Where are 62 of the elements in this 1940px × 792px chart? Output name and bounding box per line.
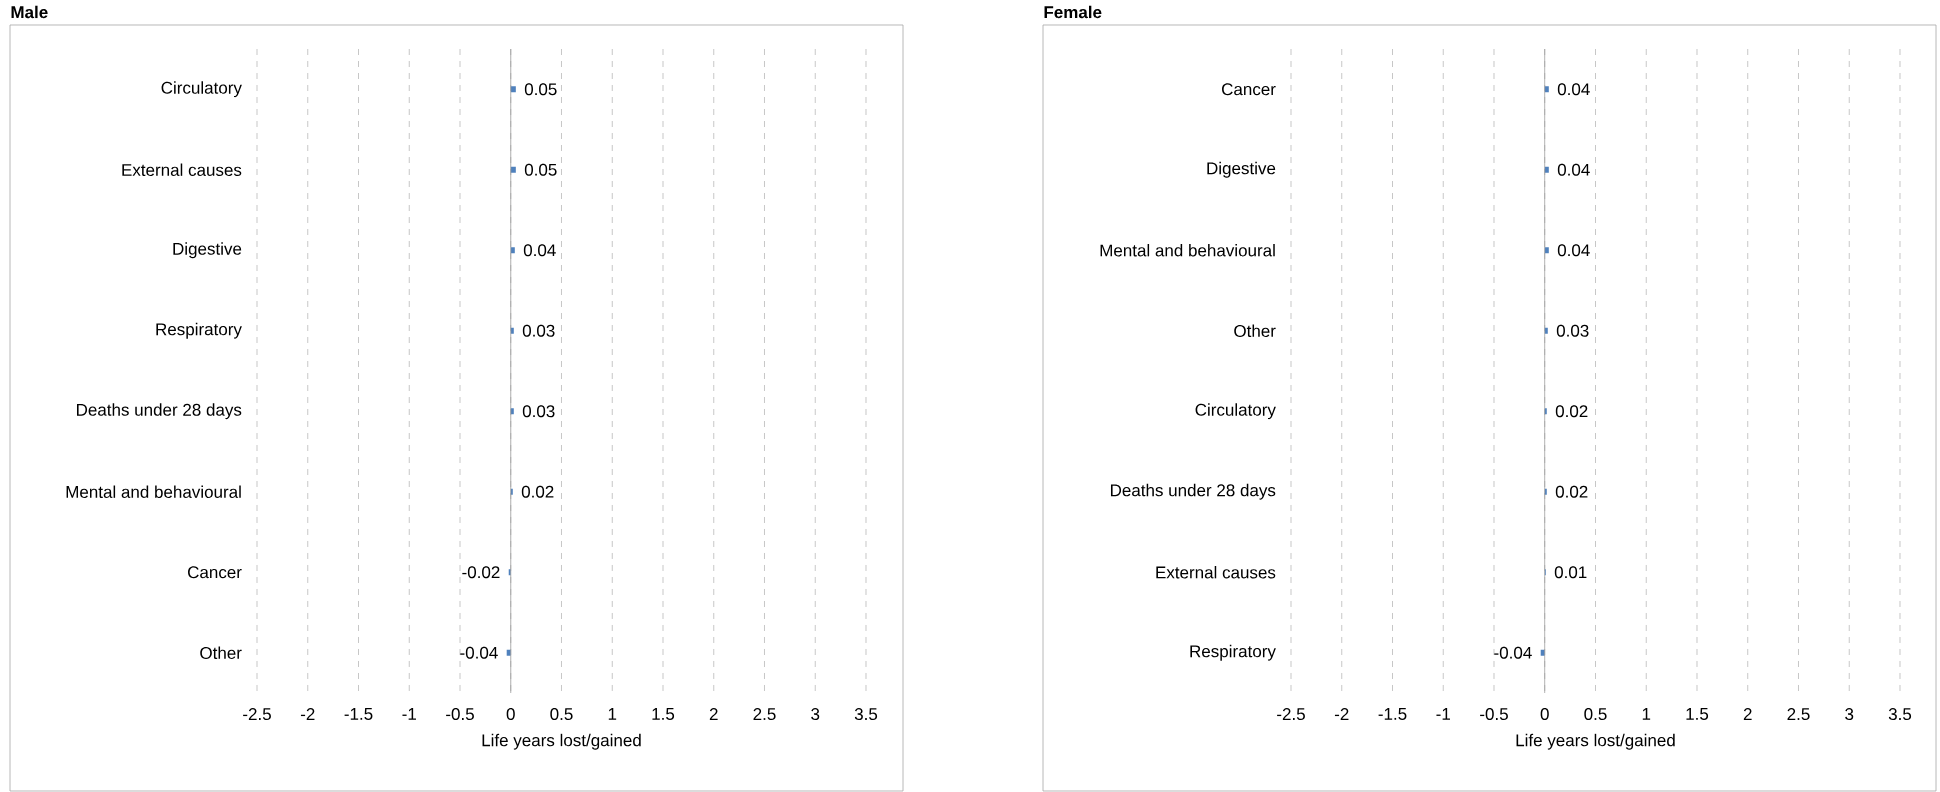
x-tick-label: -0.5 — [1480, 708, 1508, 721]
y-tick-label: Deaths under 28 days — [76, 403, 242, 420]
x-tick-label: 3.5 — [854, 708, 878, 721]
text: Male — [11, 5, 48, 19]
data-label: 0.02 — [1555, 485, 1588, 498]
y-tick-label: External causes — [122, 163, 242, 176]
x-tick-label: -2 — [1334, 708, 1349, 720]
y-tick-label: Respiratory — [156, 322, 242, 339]
data-label: 0.03 — [1556, 324, 1589, 337]
x-tick-label: 1 — [608, 708, 617, 720]
y-tick-label: Cancer — [188, 566, 242, 579]
data-label: 0.05 — [524, 163, 557, 176]
y-tick-label: Other — [1234, 324, 1276, 337]
x-tick-label: -1.5 — [344, 708, 373, 720]
data-label: -0.02 — [462, 566, 500, 579]
x-tick-label: -0.5 — [446, 708, 474, 721]
x-tick-label: 0.5 — [1584, 708, 1607, 721]
x-tick-label: 3 — [811, 708, 820, 721]
x-tick-label: 0 — [506, 708, 515, 721]
x-tick-label: -2 — [300, 708, 315, 720]
text: Female — [1044, 5, 1102, 19]
data-label: 0.04 — [523, 244, 556, 257]
y-tick-label: Cancer — [1222, 83, 1276, 96]
x-tick-label: 1.5 — [1686, 708, 1709, 720]
data-label: 0.04 — [1557, 83, 1590, 96]
y-tick-label: Circulatory — [1195, 403, 1276, 420]
x-tick-label: 0.5 — [550, 708, 573, 721]
data-label: 0.05 — [524, 83, 557, 96]
x-tick-label: -2.5 — [243, 708, 271, 721]
x-tick-label: 2.5 — [753, 708, 776, 721]
y-tick-label: Respiratory — [1190, 644, 1276, 661]
y-tick-label: Digestive — [173, 242, 242, 259]
data-label: 0.03 — [522, 405, 555, 418]
x-tick-label: 2.5 — [1787, 708, 1810, 721]
x-tick-label: 1 — [1642, 708, 1651, 720]
data-label: -0.04 — [1494, 646, 1532, 659]
data-label: -0.04 — [460, 646, 498, 659]
x-tick-label: 2 — [709, 708, 718, 720]
y-tick-label: Other — [200, 646, 242, 659]
x-axis-title: Life years lost/gained — [482, 733, 641, 750]
y-tick-label: Deaths under 28 days — [1110, 483, 1276, 500]
y-tick-label: Mental and behavioural — [66, 485, 241, 498]
x-tick-label: 3.5 — [1888, 708, 1912, 721]
x-tick-label: -1 — [1436, 708, 1450, 720]
data-label: 0.02 — [521, 485, 554, 498]
y-tick-label: Mental and behavioural — [1100, 244, 1275, 257]
x-tick-label: 0 — [1540, 708, 1549, 721]
data-label: 0.03 — [522, 324, 555, 337]
y-tick-label: External causes — [1156, 565, 1276, 579]
data-label: 0.02 — [1555, 405, 1588, 418]
y-tick-label: Circulatory — [161, 81, 242, 98]
x-tick-label: 2 — [1743, 708, 1752, 720]
x-tick-label: -1.5 — [1378, 708, 1407, 720]
x-tick-label: -1 — [402, 708, 416, 720]
x-tick-label: 3 — [1845, 708, 1854, 721]
x-tick-label: 1.5 — [652, 708, 675, 720]
data-label: 0.01 — [1554, 566, 1587, 579]
data-label: 0.04 — [1557, 244, 1590, 257]
data-label: 0.04 — [1557, 163, 1590, 176]
y-tick-label: Digestive — [1207, 161, 1276, 178]
x-tick-label: -2.5 — [1277, 708, 1305, 721]
x-axis-title: Life years lost/gained — [1516, 733, 1675, 750]
